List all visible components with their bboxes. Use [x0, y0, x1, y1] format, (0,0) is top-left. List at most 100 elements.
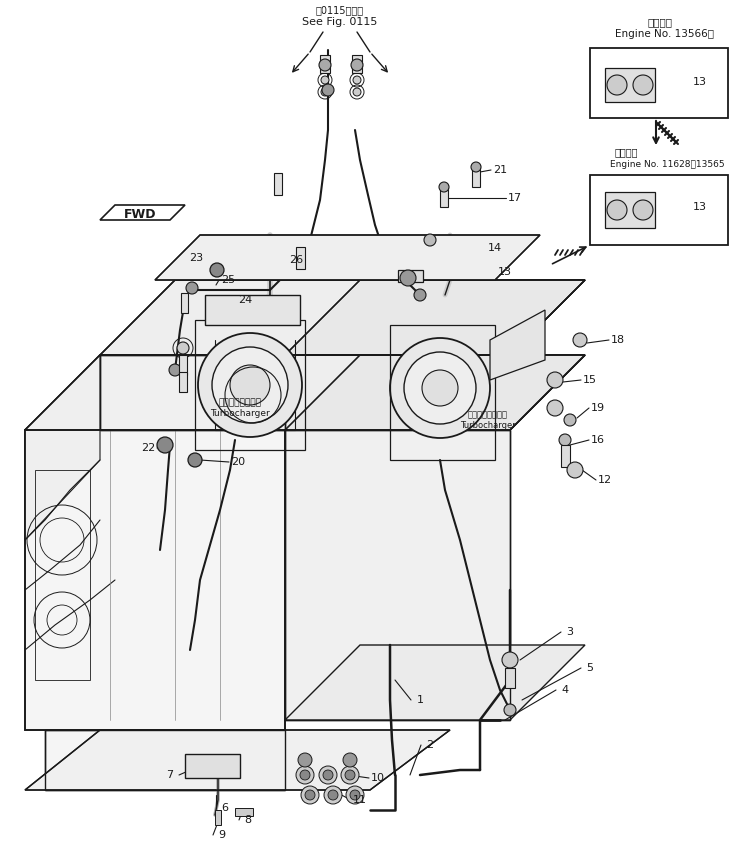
Circle shape	[559, 434, 571, 446]
Text: 5: 5	[586, 663, 593, 673]
Text: 適用号機: 適用号機	[615, 147, 639, 157]
Text: ターボチャージャ: ターボチャージャ	[218, 399, 261, 407]
Bar	[561, 445, 570, 467]
Polygon shape	[25, 430, 285, 730]
Text: 26: 26	[289, 255, 303, 265]
Circle shape	[319, 766, 337, 784]
Text: Engine No. 13566～: Engine No. 13566～	[615, 29, 714, 39]
Circle shape	[301, 786, 319, 804]
Text: FWD: FWD	[124, 207, 156, 221]
Circle shape	[400, 270, 416, 286]
Polygon shape	[285, 355, 585, 430]
Bar	[235, 808, 253, 816]
Circle shape	[564, 414, 576, 426]
Circle shape	[323, 770, 333, 780]
Text: 7: 7	[166, 770, 174, 780]
Text: 6: 6	[221, 803, 228, 813]
Circle shape	[424, 234, 436, 246]
Text: 18: 18	[611, 335, 625, 345]
Circle shape	[547, 372, 563, 388]
Bar	[320, 55, 330, 73]
Polygon shape	[25, 730, 450, 790]
Text: 16: 16	[591, 435, 605, 445]
Text: 1: 1	[417, 695, 423, 705]
Circle shape	[300, 770, 310, 780]
Polygon shape	[185, 754, 240, 778]
Bar	[505, 668, 515, 688]
Polygon shape	[100, 355, 285, 430]
Polygon shape	[100, 280, 585, 355]
Polygon shape	[605, 68, 655, 102]
Circle shape	[212, 347, 288, 423]
Circle shape	[324, 786, 342, 804]
Text: ターボチャージャ: ターボチャージャ	[468, 411, 508, 419]
Circle shape	[404, 352, 476, 424]
Text: 14: 14	[488, 243, 502, 253]
Circle shape	[504, 704, 516, 716]
Circle shape	[353, 76, 361, 84]
Circle shape	[422, 370, 458, 406]
Polygon shape	[285, 645, 585, 720]
Polygon shape	[605, 192, 655, 228]
Circle shape	[319, 59, 331, 71]
Polygon shape	[25, 355, 585, 430]
Text: 適用号機: 適用号機	[648, 17, 673, 27]
Circle shape	[471, 162, 481, 172]
Circle shape	[198, 333, 302, 437]
Text: 21: 21	[493, 165, 507, 175]
Circle shape	[157, 437, 173, 453]
Text: Turbocharger: Turbocharger	[460, 420, 516, 430]
Text: See Fig. 0115: See Fig. 0115	[302, 17, 377, 27]
Circle shape	[439, 182, 449, 192]
Text: 12: 12	[598, 475, 612, 485]
Circle shape	[633, 200, 653, 220]
Text: 22: 22	[141, 443, 155, 453]
Circle shape	[322, 84, 334, 96]
Circle shape	[321, 88, 329, 96]
Text: 13: 13	[498, 267, 512, 277]
Circle shape	[169, 364, 181, 376]
Text: 9: 9	[218, 830, 226, 840]
Circle shape	[607, 200, 627, 220]
Circle shape	[414, 289, 426, 301]
Text: 23: 23	[189, 253, 203, 263]
Text: 10: 10	[371, 773, 385, 783]
Text: 4: 4	[561, 685, 569, 695]
Circle shape	[351, 59, 363, 71]
Bar	[181, 293, 188, 313]
Polygon shape	[155, 235, 540, 280]
Polygon shape	[45, 730, 285, 790]
Text: 15: 15	[583, 375, 597, 385]
Circle shape	[346, 786, 364, 804]
Circle shape	[341, 766, 359, 784]
Circle shape	[328, 790, 338, 800]
Polygon shape	[25, 355, 100, 540]
Text: 13: 13	[693, 202, 707, 212]
Circle shape	[321, 76, 329, 84]
Circle shape	[188, 453, 202, 467]
Bar	[590, 48, 728, 118]
Bar	[590, 175, 728, 245]
Text: 11: 11	[353, 795, 367, 805]
Circle shape	[350, 790, 360, 800]
Polygon shape	[490, 310, 545, 380]
Polygon shape	[205, 295, 300, 325]
Circle shape	[298, 753, 312, 767]
Text: 8: 8	[245, 815, 252, 825]
Circle shape	[502, 652, 518, 668]
Polygon shape	[285, 280, 585, 355]
Bar	[179, 355, 187, 375]
Circle shape	[230, 365, 270, 405]
Text: 第0115図参照: 第0115図参照	[316, 5, 364, 15]
Bar	[274, 173, 282, 195]
Circle shape	[186, 282, 198, 294]
Text: 2: 2	[426, 740, 434, 750]
Circle shape	[177, 342, 189, 354]
Circle shape	[296, 766, 314, 784]
Bar	[296, 247, 305, 269]
Circle shape	[547, 400, 563, 416]
Text: Turbocharger: Turbocharger	[210, 408, 270, 418]
Bar	[440, 185, 448, 207]
Text: 17: 17	[508, 193, 522, 203]
Circle shape	[345, 770, 355, 780]
